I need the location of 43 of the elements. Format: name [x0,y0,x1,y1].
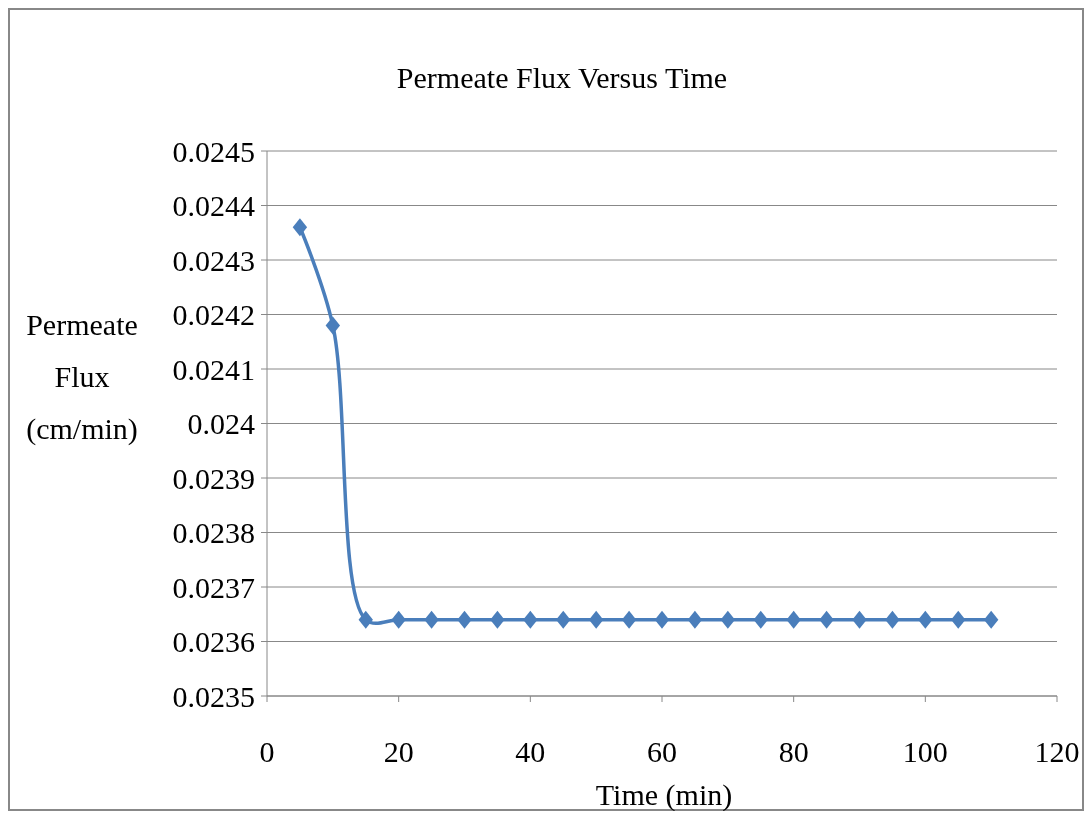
point [852,610,867,629]
x-tick-label: 20 [383,735,414,768]
x-axis-title: Time (min) [595,778,733,812]
y-tick-label: 0.0239 [172,461,255,495]
point [819,610,834,629]
point [588,610,604,629]
x-tick-label: 0 [259,735,275,768]
point [424,610,439,629]
x-tick-label: 40 [515,735,546,768]
y-tick-label: 0.024 [187,407,255,440]
x-tick-label: 120 [1034,735,1080,768]
y-tick-label: 0.0237 [172,570,255,604]
point [983,610,999,629]
point [654,610,670,629]
y-tick-label: 0.0242 [172,298,255,331]
y-tick-label: 0.0243 [172,243,255,277]
point [720,610,736,629]
point [457,610,472,629]
y-tick-label: 0.0236 [172,625,255,658]
point [358,610,373,629]
point [391,610,406,629]
y-tick-label: 0.0245 [172,134,255,168]
point [951,610,966,629]
y-tick-label: 0.0241 [172,352,255,386]
x-tick-label: 80 [778,735,809,768]
chart-title: Permeate Flux Versus Time [396,61,728,94]
point [325,316,341,335]
y-tick-label: 0.0235 [172,679,255,713]
x-tick-label: 60 [647,735,677,768]
point [786,610,801,629]
point [687,610,703,629]
point [292,218,308,237]
point [523,610,538,629]
point [556,610,571,629]
point [753,610,768,629]
x-tick-label: 100 [902,735,948,768]
point [490,610,505,629]
y-tick-label: 0.0244 [172,189,255,222]
y-tick-label: 0.0238 [172,516,255,549]
point [885,610,900,629]
point [621,610,637,629]
point [918,610,933,629]
y-axis-title: Permeate Flux (cm/min) [26,307,138,446]
